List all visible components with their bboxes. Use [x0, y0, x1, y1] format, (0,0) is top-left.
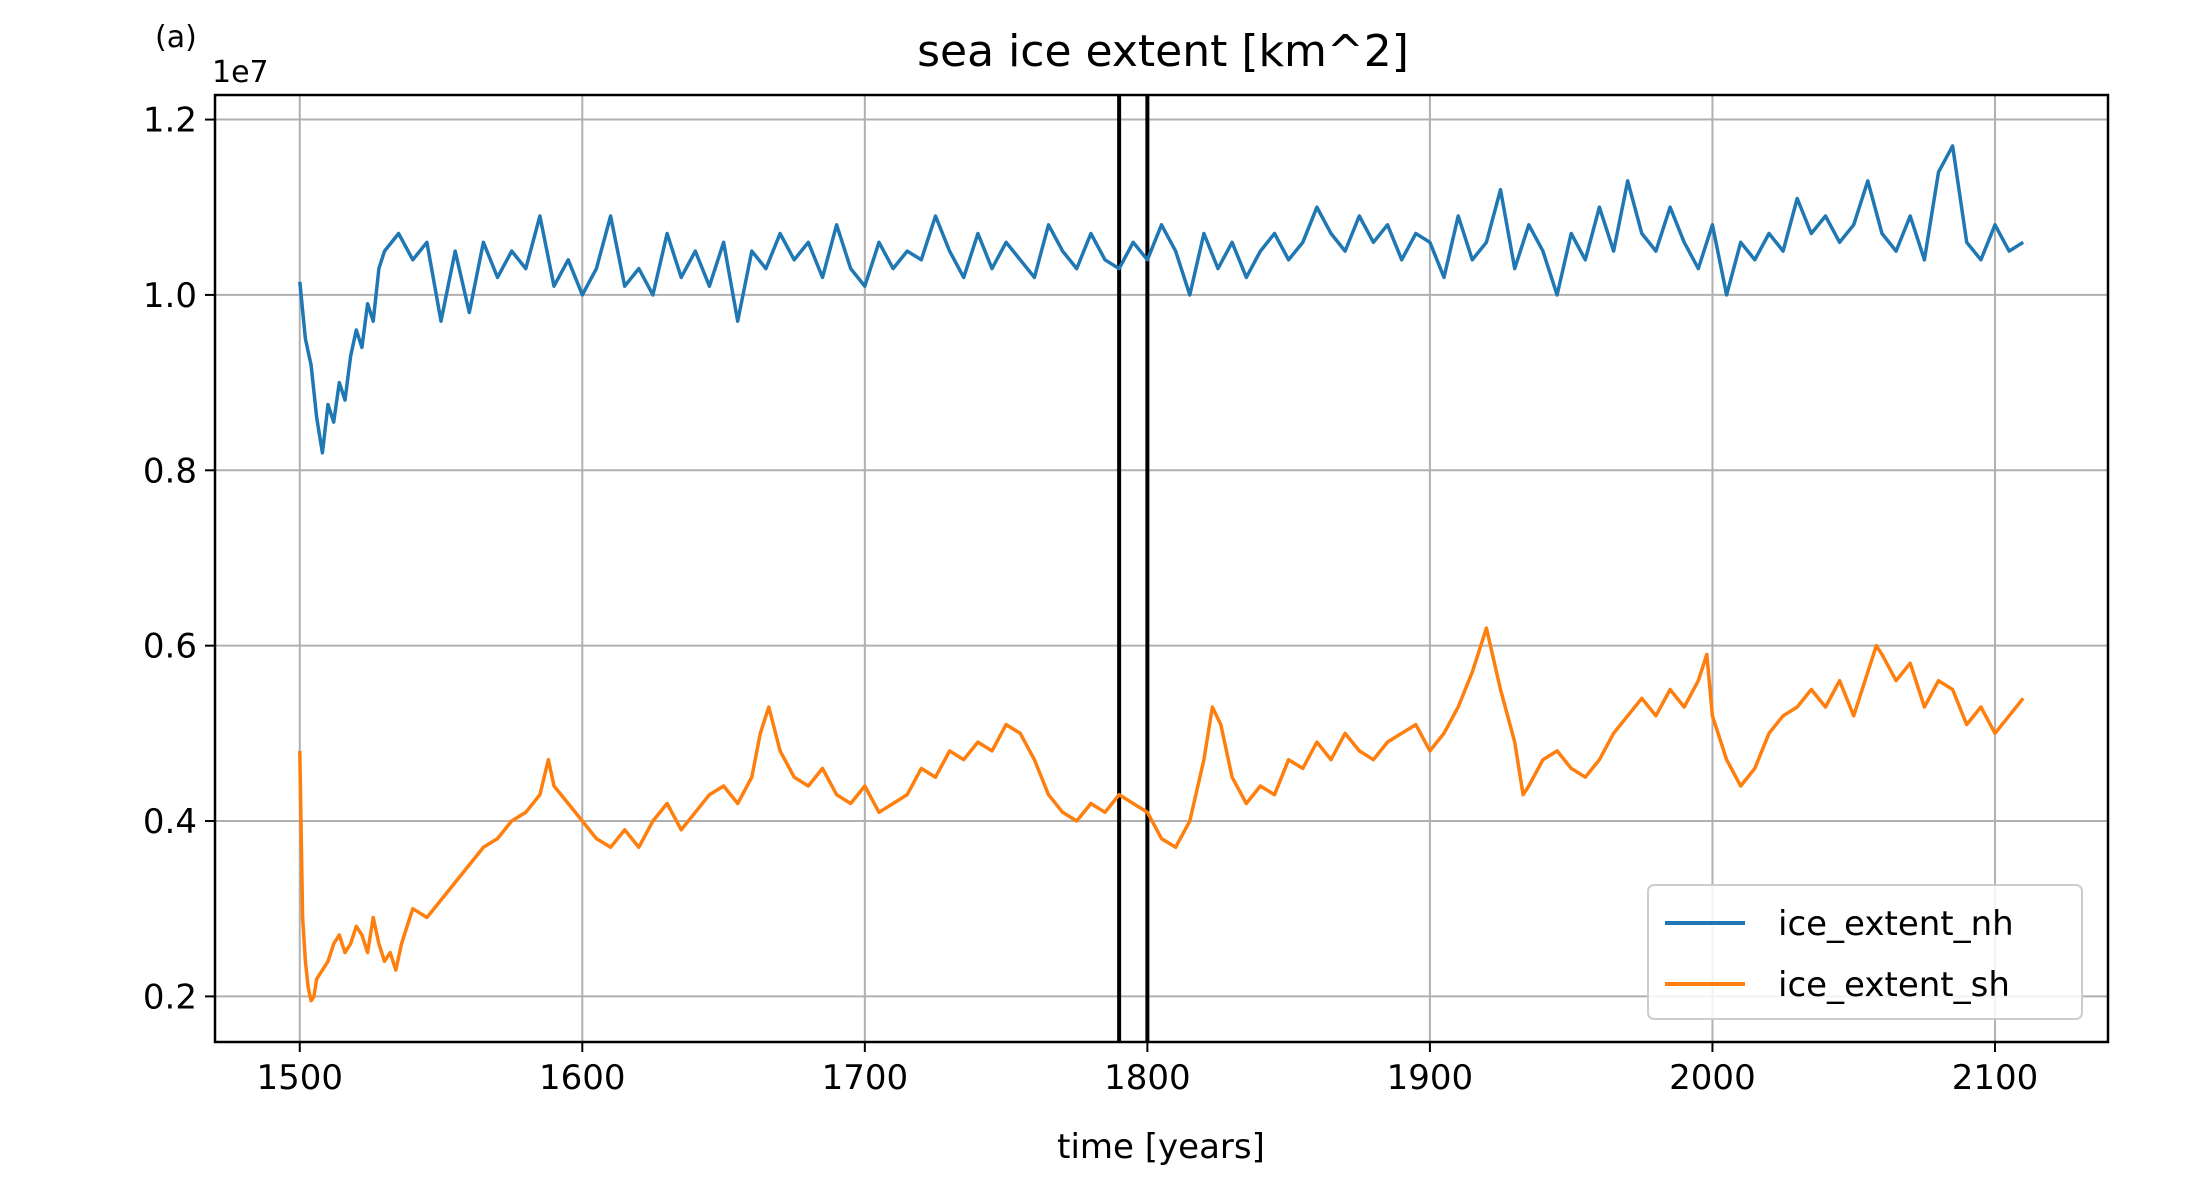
- x-tick-label: 2100: [1952, 1058, 2039, 1098]
- y-offset-label: 1e7: [212, 55, 269, 90]
- y-tick-label: 0.6: [143, 627, 197, 667]
- x-axis-label: time [years]: [1057, 1127, 1265, 1167]
- legend-label: ice_extent_sh: [1778, 965, 2010, 1005]
- x-axis: 1500 1600 1700 1800 1900 2000 2100: [256, 1042, 2038, 1098]
- series-lines: [298, 144, 2025, 1003]
- y-tick-label: 1.2: [143, 101, 197, 141]
- x-tick-label: 1800: [1104, 1058, 1191, 1098]
- chart-title: sea ice extent [km^2]: [917, 26, 1409, 77]
- x-tick-label: 1900: [1387, 1058, 1474, 1098]
- reference-lines: [1117, 95, 1150, 1042]
- y-tick-label: 0.8: [143, 451, 197, 491]
- x-tick-label: 1700: [822, 1058, 909, 1098]
- legend: ice_extent_nh ice_extent_sh: [1647, 884, 2083, 1020]
- series-line-ice_extent_nh: [298, 144, 2025, 455]
- y-tick-label: 0.2: [143, 977, 197, 1017]
- legend-box: [1647, 884, 2083, 1020]
- series-line-ice_extent_sh: [298, 626, 2025, 1003]
- panel-label: (a): [155, 20, 197, 55]
- y-axis: 0.2 0.4 0.6 0.8 1.0 1.2: [143, 101, 215, 1017]
- x-tick-label: 2000: [1669, 1058, 1756, 1098]
- plot-frame: [213, 93, 2110, 1044]
- gridlines: [215, 95, 2108, 1042]
- y-tick-label: 0.4: [143, 802, 197, 842]
- x-tick-label: 1600: [539, 1058, 626, 1098]
- y-tick-label: 1.0: [143, 276, 197, 316]
- legend-label: ice_extent_nh: [1778, 904, 2014, 944]
- x-tick-label: 1500: [256, 1058, 343, 1098]
